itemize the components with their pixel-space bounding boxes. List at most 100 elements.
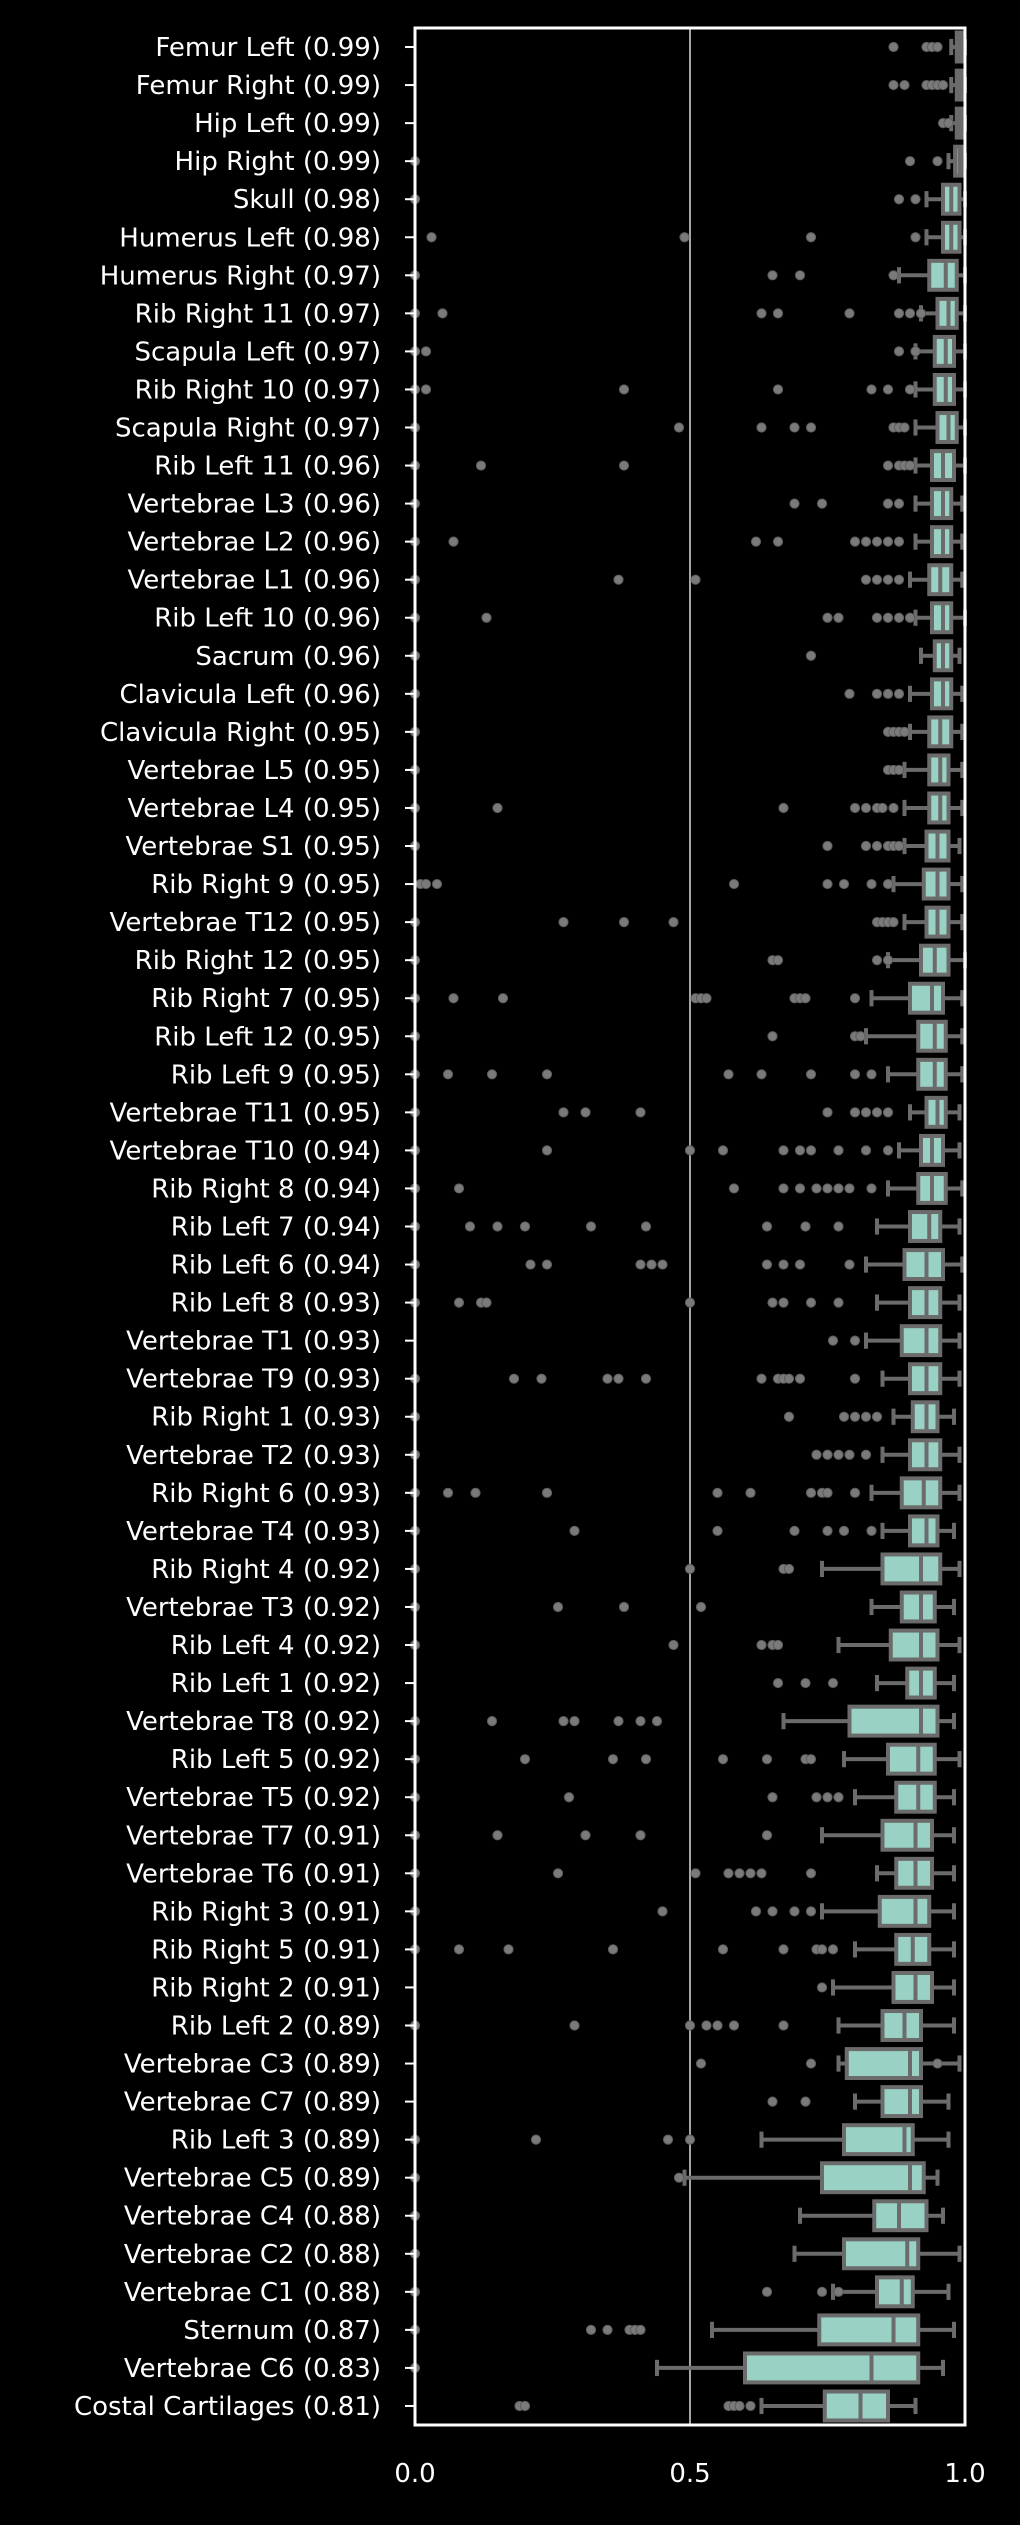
outlier-point [805, 1069, 817, 1080]
box-group [913, 601, 967, 635]
category-label: Vertebrae C6 (0.83) [124, 2354, 381, 2384]
outlier-point [657, 1906, 668, 1917]
iqr-box [842, 2123, 915, 2157]
outlier-point [618, 460, 630, 471]
outlier-point [844, 308, 855, 319]
outlier-point [805, 1868, 817, 1879]
outlier-point [541, 1145, 553, 1156]
outlier-point [756, 1868, 767, 1879]
outlier-point [893, 308, 905, 319]
category-label: Rib Right 5 (0.91) [151, 1935, 381, 1965]
outlier-point [695, 1601, 707, 1613]
outlier-point [745, 1868, 756, 1879]
outlier-point [717, 1944, 729, 1955]
box-group [831, 1970, 956, 2004]
box-group [913, 334, 967, 368]
outlier-point [816, 498, 828, 509]
box-group [869, 981, 965, 1015]
outlier-point [420, 384, 432, 395]
outlier-point [860, 1107, 872, 1118]
outlier-point [866, 1525, 877, 1536]
box-group [908, 715, 965, 749]
outlier-point [910, 232, 921, 243]
outlier-point [635, 1716, 646, 1727]
outlier-point [833, 1449, 844, 1460]
iqr-box [880, 1818, 934, 1852]
category-label: Rib Right 8 (0.94) [151, 1174, 381, 1204]
category-label: Rib Left 5 (0.92) [171, 1745, 381, 1775]
outlier-point [877, 802, 888, 814]
category-label: Rib Right 9 (0.95) [151, 870, 381, 900]
outlier-point [470, 1487, 481, 1498]
outlier-point [789, 1906, 800, 1917]
category-label: Hip Left (0.99) [194, 109, 381, 139]
box-group [908, 677, 965, 711]
iqr-box [822, 2389, 890, 2423]
outlier-point [772, 536, 784, 547]
outlier-point [849, 536, 861, 547]
outlier-point [860, 1411, 872, 1422]
outlier-point [833, 2286, 844, 2297]
outlier-point [882, 536, 894, 547]
outlier-point [761, 1259, 773, 1270]
outlier-point [486, 1716, 498, 1727]
outlier-point [541, 1069, 553, 1080]
category-label: Rib Left 12 (0.95) [154, 1022, 381, 1052]
outlier-point [569, 1525, 580, 1536]
outlier-point [800, 2096, 811, 2107]
outlier-point [849, 1335, 861, 1346]
category-label: Rib Right 7 (0.95) [151, 984, 381, 1014]
outlier-point [453, 1183, 465, 1194]
box-group [924, 182, 967, 216]
category-label: Sternum (0.87) [183, 2316, 381, 2346]
outlier-point [426, 232, 437, 243]
outlier-point [756, 1639, 767, 1651]
category-label: Vertebrae T5 (0.92) [126, 1783, 381, 1813]
outlier-point [871, 840, 883, 852]
outlier-point [750, 536, 762, 547]
outlier-point [794, 1145, 806, 1156]
outlier-point [882, 612, 894, 623]
category-labels: Femur Left (0.99) Femur Right (0.99) Hip L… [74, 33, 415, 2422]
outlier-point [569, 2020, 580, 2031]
outlier-point [943, 118, 954, 129]
box-group [891, 1400, 956, 1434]
box-group [853, 2085, 951, 2119]
outlier-point [855, 1031, 866, 1042]
outlier-point [811, 1183, 822, 1194]
category-label: Vertebrae T1 (0.93) [126, 1327, 381, 1357]
outlier-point [569, 1716, 580, 1727]
outlier-point [701, 993, 712, 1004]
box-group [902, 829, 962, 863]
outlier-point [651, 1716, 663, 1727]
outlier-point [673, 2172, 685, 2183]
outlier-point [695, 2058, 707, 2069]
category-label: Vertebrae L1 (0.96) [128, 566, 382, 596]
outlier-point [772, 955, 784, 966]
box-group [880, 1514, 956, 1548]
iqr-box [877, 1894, 932, 1928]
outlier-point [789, 1525, 800, 1536]
outlier-point [640, 1754, 652, 1765]
outlier-point [860, 1449, 872, 1460]
outlier-point [833, 1221, 844, 1232]
outlier-point [893, 194, 905, 205]
outlier-point [893, 536, 905, 547]
outlier-point [668, 917, 679, 928]
outlier-point [613, 1716, 624, 1727]
outlier-point [420, 878, 432, 890]
outlier-point [767, 270, 778, 281]
outlier-point [910, 194, 921, 205]
box-group [682, 2161, 940, 2195]
outlier-point [734, 1868, 745, 1879]
box-group [880, 1362, 962, 1396]
category-label: Rib Left 11 (0.96) [154, 452, 381, 482]
outlier-point [849, 802, 861, 814]
category-label: Vertebrae C4 (0.88) [124, 2202, 381, 2232]
outlier-point [712, 1525, 723, 1536]
outlier-point [442, 1069, 454, 1080]
category-label: Skull (0.98) [233, 185, 381, 215]
outlier-point [811, 1792, 822, 1803]
outlier-point [800, 1677, 811, 1689]
